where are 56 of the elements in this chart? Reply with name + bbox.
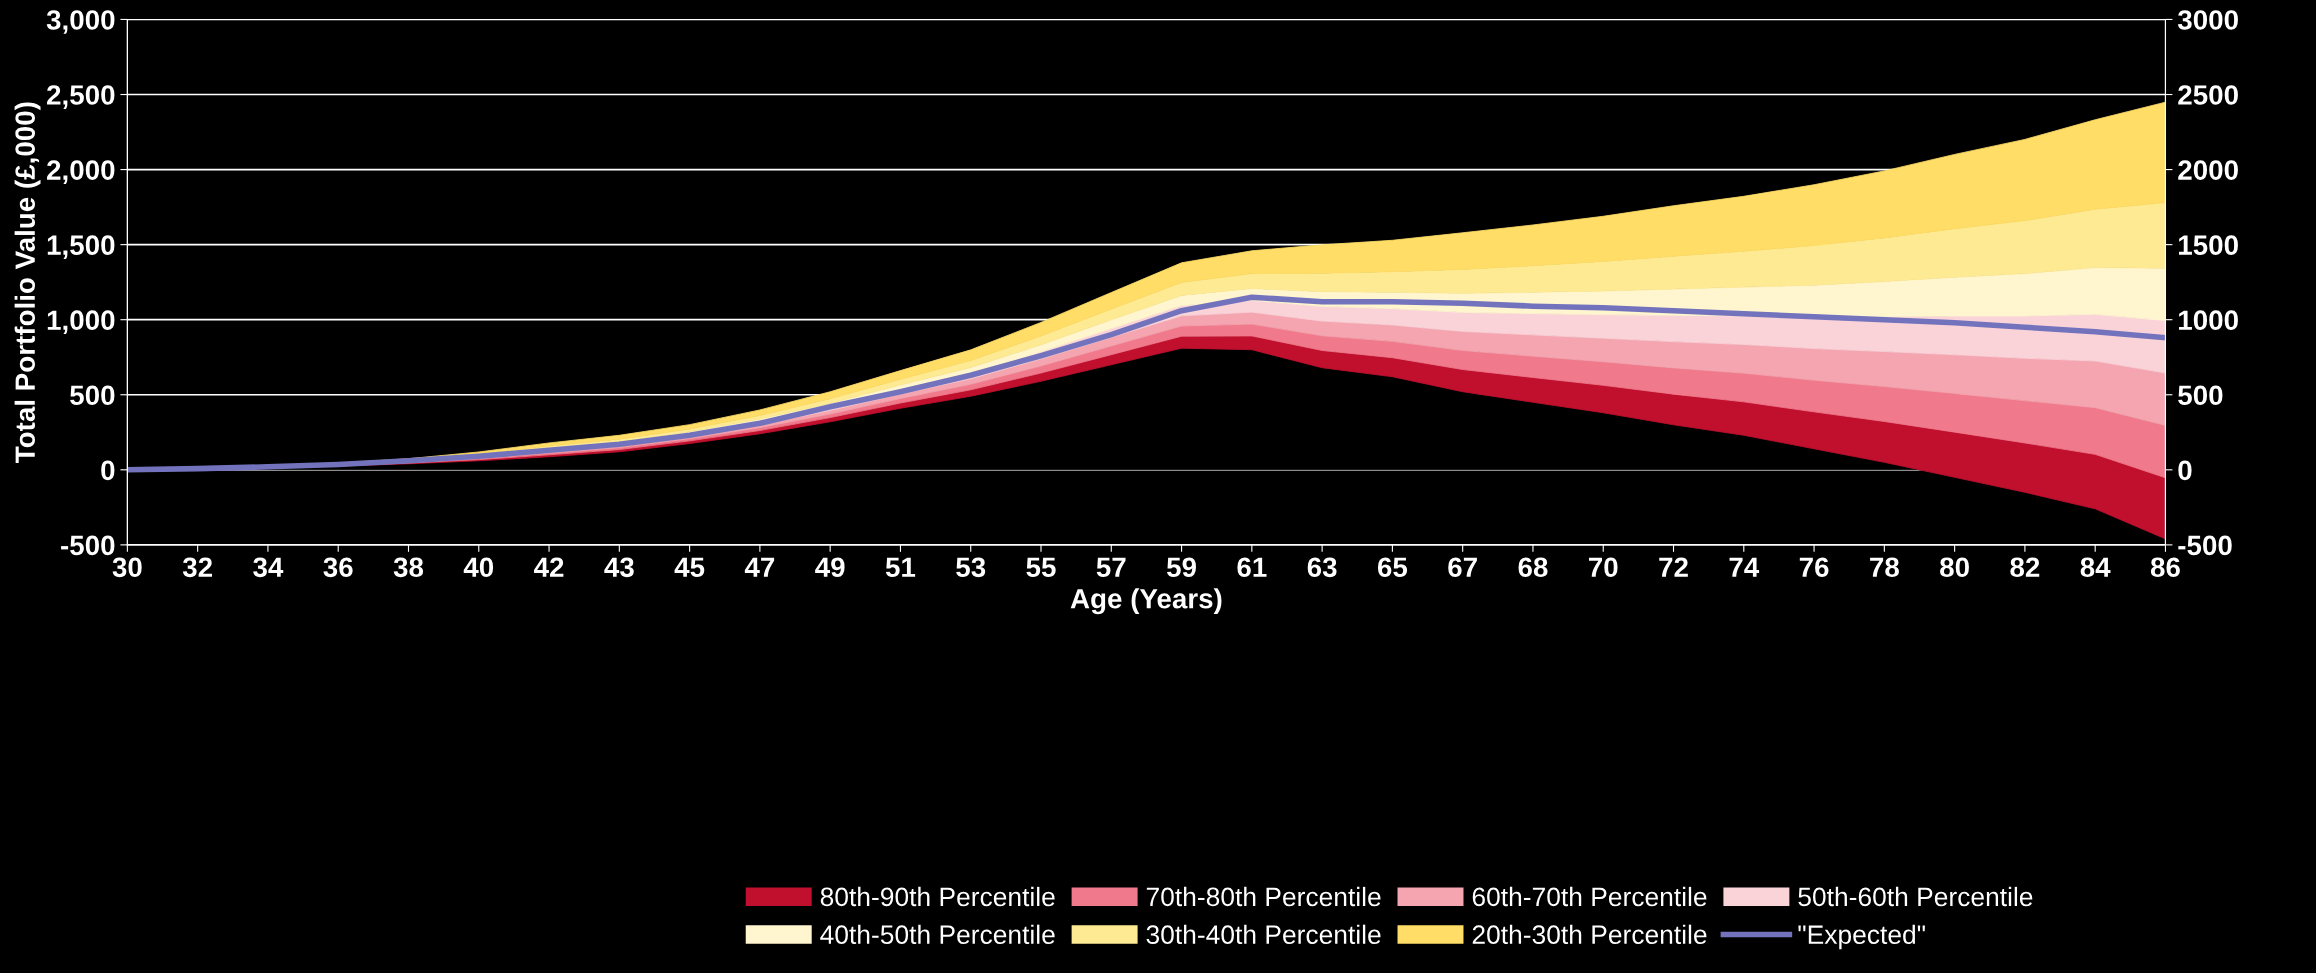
- x-tick-label: 45: [674, 557, 705, 578]
- x-tick-label: 82: [2010, 557, 2040, 578]
- legend-label: "Expected": [1798, 924, 1925, 950]
- x-tick-label: 57: [1096, 557, 1126, 578]
- legend-label: 30th-40th Percentile: [1146, 924, 1381, 945]
- legend-label: 50th-60th Percentile: [1798, 886, 2033, 907]
- x-tick-label: 42: [534, 557, 564, 577]
- x-tick-label: 40: [463, 557, 494, 578]
- y2-tick-label: 1000: [2179, 310, 2238, 331]
- y2-tick-label: 2000: [2178, 160, 2238, 180]
- x-tick-label: 30: [112, 557, 142, 578]
- y-tick-label: -500: [61, 535, 115, 556]
- legend-label: 20th-30th Percentile: [1472, 924, 1707, 945]
- x-tick-label: 65: [1377, 557, 1408, 578]
- y-tick-label: 2,000: [47, 160, 115, 184]
- y-tick-label: 1,000: [47, 310, 115, 335]
- x-tick-label: 32: [182, 557, 212, 578]
- x-tick-label: 67: [1448, 557, 1477, 578]
- y-tick-label: 0: [101, 460, 115, 481]
- x-tick-label: 51: [885, 557, 916, 578]
- legend-label: 80th-90th Percentile: [820, 886, 1055, 907]
- legend-label: 60th-70th Percentile: [1472, 886, 1707, 907]
- x-tick-label: 86: [2150, 557, 2180, 578]
- x-tick-label: 59: [1166, 557, 1196, 578]
- x-tick-label: 55: [1026, 557, 1056, 578]
- y2-tick-label: 2500: [2178, 85, 2238, 105]
- y2-tick-label: 3000: [2177, 10, 2238, 30]
- x-tick-label: 34: [253, 557, 284, 578]
- y-tick-label: 3,000: [46, 10, 115, 34]
- y-tick-label: 500: [70, 385, 115, 406]
- y2-tick-label: 0: [2178, 460, 2192, 481]
- x-tick-label: 47: [744, 557, 775, 577]
- y2-tick-label: -500: [2178, 535, 2232, 556]
- x-tick-label: 70: [1588, 557, 1618, 578]
- x-tick-label: 38: [393, 557, 424, 578]
- x-tick-label: 49: [815, 557, 845, 578]
- legend-label: 70th-80th Percentile: [1146, 886, 1381, 907]
- x-tick-label: 36: [323, 557, 353, 578]
- x-tick-label: 43: [604, 557, 634, 578]
- y2-tick-label: 500: [2178, 385, 2223, 406]
- y-tick-label: 2,500: [47, 85, 115, 109]
- x-tick-label: 78: [1870, 557, 1899, 578]
- x-axis-title: Age (Years): [1070, 588, 1222, 615]
- x-tick-label: 53: [956, 557, 986, 578]
- legend-label: 40th-50th Percentile: [820, 924, 1055, 945]
- x-tick-label: 76: [1799, 557, 1829, 578]
- x-tick-label: 80: [1940, 557, 1969, 578]
- x-tick-label: 68: [1518, 557, 1548, 578]
- x-tick-label: 74: [1729, 557, 1760, 577]
- x-tick-label: 63: [1307, 557, 1337, 578]
- y2-tick-label: 1500: [2179, 235, 2238, 255]
- x-tick-label: 61: [1237, 557, 1267, 578]
- y-tick-label: 1,500: [47, 235, 115, 260]
- x-tick-label: 84: [2080, 557, 2111, 578]
- x-tick-label: 72: [1659, 557, 1688, 577]
- y-axis-title: Total Portfolio Value (£,000): [14, 102, 41, 463]
